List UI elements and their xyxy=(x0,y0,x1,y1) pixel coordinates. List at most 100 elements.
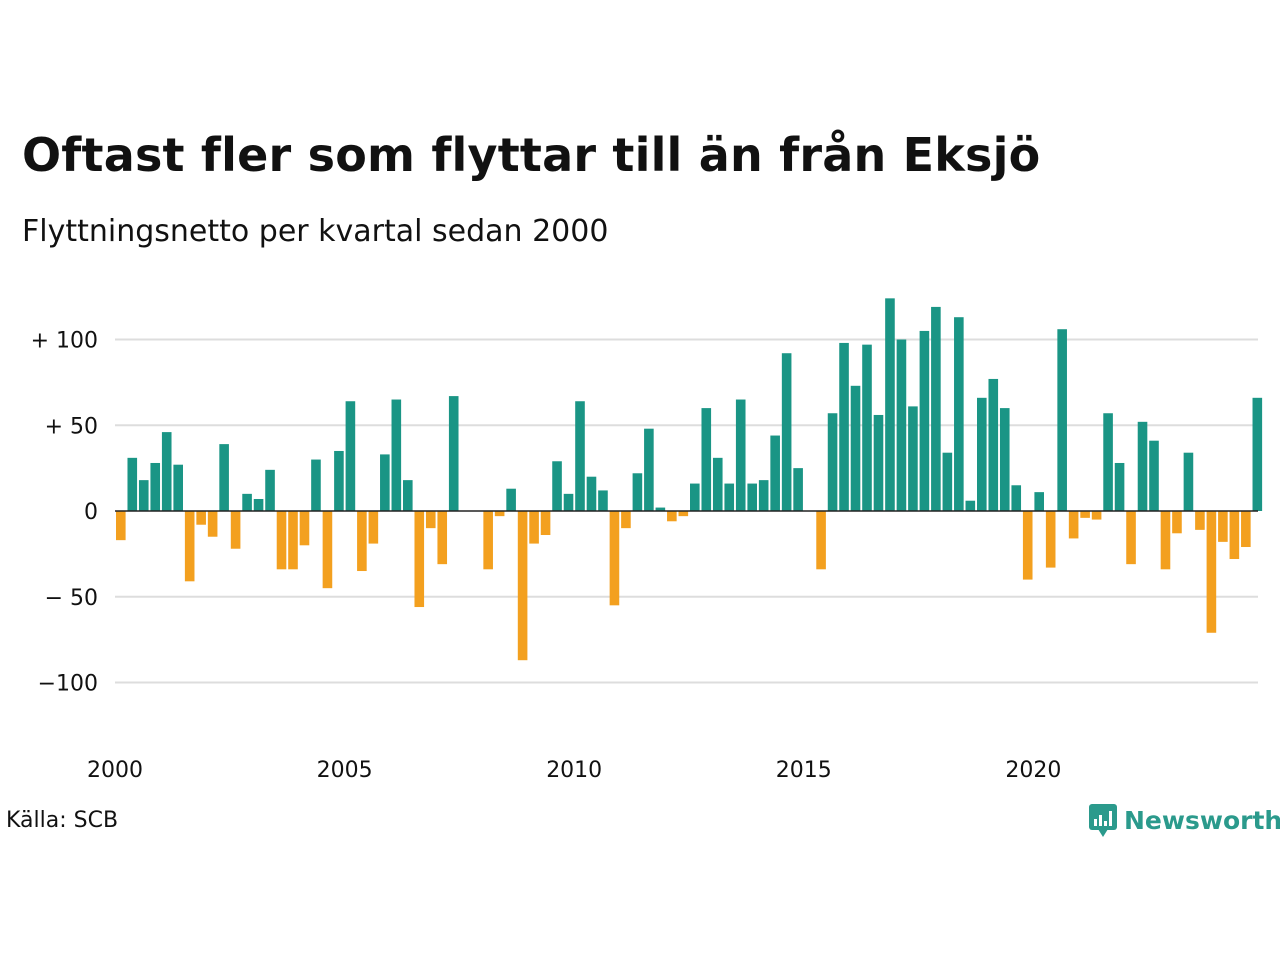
bar xyxy=(1160,511,1171,570)
bar xyxy=(678,511,689,517)
bar xyxy=(219,444,229,511)
bar xyxy=(1137,421,1148,511)
bar xyxy=(655,507,666,511)
y-tick-label: −100 xyxy=(38,672,98,697)
bar xyxy=(150,462,161,511)
bar xyxy=(483,511,493,570)
bar xyxy=(138,480,149,511)
bar xyxy=(357,511,367,572)
bar xyxy=(701,408,712,511)
bar xyxy=(667,511,677,522)
bar xyxy=(116,511,126,541)
bar xyxy=(437,511,448,565)
bar xyxy=(954,317,964,511)
bar xyxy=(965,500,976,511)
grid-lines xyxy=(115,338,1258,684)
x-tick-label: 2005 xyxy=(317,758,373,783)
bar xyxy=(977,397,987,511)
bars xyxy=(116,298,1263,661)
bar xyxy=(1057,329,1067,511)
bar xyxy=(644,428,654,511)
bar xyxy=(414,511,425,608)
bar xyxy=(724,483,735,511)
source-note: Källa: SCB xyxy=(6,808,119,833)
x-tick-label: 2015 xyxy=(776,758,832,783)
y-tick-label: + 100 xyxy=(31,329,98,354)
bar xyxy=(1045,511,1056,568)
bar xyxy=(299,511,310,546)
x-axis-labels: 2000 2005 2010 2015 2020 xyxy=(87,758,1061,783)
chart-subtitle: Flyttningsnetto per kvartal sedan 2000 xyxy=(22,214,609,249)
bar xyxy=(1195,511,1205,530)
bar xyxy=(230,511,241,549)
bar xyxy=(425,511,436,529)
y-tick-label: 0 xyxy=(84,500,98,525)
bar xyxy=(873,414,884,511)
bar xyxy=(598,490,608,511)
y-axis-labels: + 100 + 50 0 − 50 −100 xyxy=(31,329,98,697)
bar xyxy=(735,399,746,511)
logo-text: Newsworthy xyxy=(1124,805,1280,835)
bar xyxy=(253,498,264,511)
bar xyxy=(1149,440,1159,511)
bar xyxy=(862,344,872,511)
bar xyxy=(1126,511,1136,565)
bar xyxy=(494,511,505,517)
x-tick-label: 2010 xyxy=(546,758,602,783)
bar xyxy=(1114,462,1125,511)
bar xyxy=(1011,485,1022,511)
bar xyxy=(322,511,333,589)
bar xyxy=(1252,397,1263,511)
bar xyxy=(563,493,574,511)
bar xyxy=(575,401,585,511)
bar xyxy=(334,450,344,511)
bar xyxy=(931,306,941,511)
bar xyxy=(517,511,528,661)
bar xyxy=(540,511,551,536)
bar xyxy=(908,406,918,511)
bar xyxy=(161,432,172,511)
bar xyxy=(1080,511,1090,518)
bar xyxy=(839,342,849,511)
bar xyxy=(816,511,826,570)
bar xyxy=(885,298,895,511)
bar xyxy=(999,408,1010,511)
bar xyxy=(173,464,183,511)
chart-title: Oftast fler som flyttar till än från Eks… xyxy=(22,128,1041,182)
bar xyxy=(632,473,643,511)
x-tick-label: 2000 xyxy=(87,758,143,783)
bar xyxy=(586,476,597,511)
bar xyxy=(942,452,953,511)
bar xyxy=(345,401,356,511)
bar xyxy=(127,457,138,511)
bar xyxy=(1068,511,1079,539)
bar xyxy=(1206,511,1217,633)
bar xyxy=(1229,511,1240,560)
bar xyxy=(609,511,620,606)
bar xyxy=(1034,492,1044,511)
bar xyxy=(403,480,413,511)
bar xyxy=(552,461,562,511)
bar xyxy=(368,511,379,544)
bar xyxy=(621,511,631,529)
bar xyxy=(311,459,321,511)
bar xyxy=(758,480,769,511)
bar xyxy=(690,483,700,511)
bar xyxy=(1241,511,1251,548)
y-tick-label: + 50 xyxy=(45,414,98,439)
bar xyxy=(506,488,516,511)
bar xyxy=(196,511,206,525)
bar xyxy=(242,493,252,511)
bar xyxy=(391,399,402,511)
bar xyxy=(1103,413,1113,511)
y-tick-label: − 50 xyxy=(45,586,98,611)
bar xyxy=(793,468,803,511)
bar xyxy=(896,339,907,511)
bar xyxy=(1091,511,1102,520)
bar xyxy=(770,435,780,511)
bar xyxy=(207,511,218,537)
bar xyxy=(529,511,539,544)
bar xyxy=(988,378,999,511)
bar xyxy=(747,483,757,511)
